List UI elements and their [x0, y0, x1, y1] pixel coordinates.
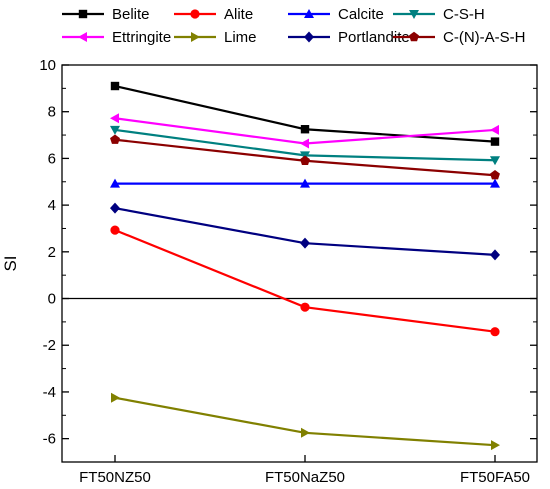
legend-label: C-S-H — [443, 6, 485, 23]
data-point — [490, 170, 500, 180]
data-point — [300, 237, 310, 249]
series-portlandite — [110, 202, 500, 261]
data-point — [110, 178, 120, 188]
legend-item: Lime — [174, 29, 257, 46]
y-tick-label: 10 — [39, 57, 56, 74]
legend-marker — [78, 32, 87, 42]
legend-marker — [191, 32, 200, 42]
data-point — [490, 137, 500, 146]
series-belite — [110, 81, 500, 146]
y-tick-label: 0 — [48, 291, 56, 308]
plot-area-frame — [61, 64, 538, 463]
legend-marker — [78, 9, 88, 19]
data-point — [490, 178, 500, 188]
legend-item: Belite — [62, 6, 150, 23]
x-axis: FT50NZ50 FT50NaZ50 FT50FA50 — [79, 455, 530, 486]
x-tick-label: FT50FA50 — [460, 469, 530, 486]
series-c-n-a-s-h — [110, 134, 500, 180]
data-point — [301, 427, 310, 438]
legend-item: C-S-H — [393, 6, 485, 23]
series-alite — [110, 225, 500, 337]
data-point — [110, 202, 120, 214]
legend-label: Lime — [224, 29, 257, 46]
data-point — [490, 124, 499, 135]
legend-marker — [304, 31, 314, 43]
legend-label: Calcite — [338, 6, 384, 23]
legend-item: Calcite — [288, 6, 384, 23]
legend-marker — [304, 9, 314, 18]
x-tick-label: FT50NaZ50 — [265, 469, 345, 486]
data-point — [490, 327, 500, 337]
data-point — [300, 302, 310, 312]
data-point — [300, 155, 310, 165]
legend-label: Ettringite — [112, 29, 171, 46]
legend-marker — [409, 10, 419, 19]
y-tick-label: 4 — [48, 197, 56, 214]
y-axis-label: SI — [1, 255, 20, 271]
data-point — [110, 81, 120, 91]
data-point — [110, 125, 120, 135]
y-tick-label: -2 — [43, 337, 56, 354]
data-point — [490, 156, 500, 166]
legend-marker — [190, 9, 200, 19]
data-point — [110, 134, 120, 144]
data-point — [300, 138, 309, 149]
series-calcite — [110, 178, 500, 188]
legend-item: C-(N)-A-S-H — [393, 29, 525, 46]
y-tick-label: -6 — [43, 431, 56, 448]
legend-label: Portlandite — [338, 29, 410, 46]
series-line — [114, 396, 496, 447]
data-point — [110, 225, 120, 235]
series-group — [110, 81, 500, 451]
legend-label: Belite — [112, 6, 150, 23]
data-point — [300, 178, 310, 188]
legend-marker — [409, 31, 419, 42]
legend-item: Alite — [174, 6, 253, 23]
y-tick-label: -4 — [43, 384, 56, 401]
y-tick-label: 6 — [48, 150, 56, 167]
series-c-s-h — [110, 125, 500, 166]
x-tick-label: FT50NZ50 — [79, 469, 151, 486]
legend: Belite Alite Calcite C-S-H Ettringite Lime Por… — [62, 6, 525, 46]
legend-item: Portlandite — [288, 29, 410, 46]
legend-label: Alite — [224, 6, 253, 23]
legend-item: Ettringite — [62, 29, 171, 46]
series-ettringite — [110, 113, 499, 149]
y-tick-label: 2 — [48, 244, 56, 261]
data-point — [111, 392, 120, 403]
data-point — [490, 249, 500, 261]
legend-label: C-(N)-A-S-H — [443, 29, 525, 46]
series-lime — [111, 392, 500, 451]
y-tick-label: 8 — [48, 104, 56, 121]
data-point — [491, 440, 500, 451]
data-point — [110, 113, 119, 124]
data-point — [300, 125, 310, 134]
